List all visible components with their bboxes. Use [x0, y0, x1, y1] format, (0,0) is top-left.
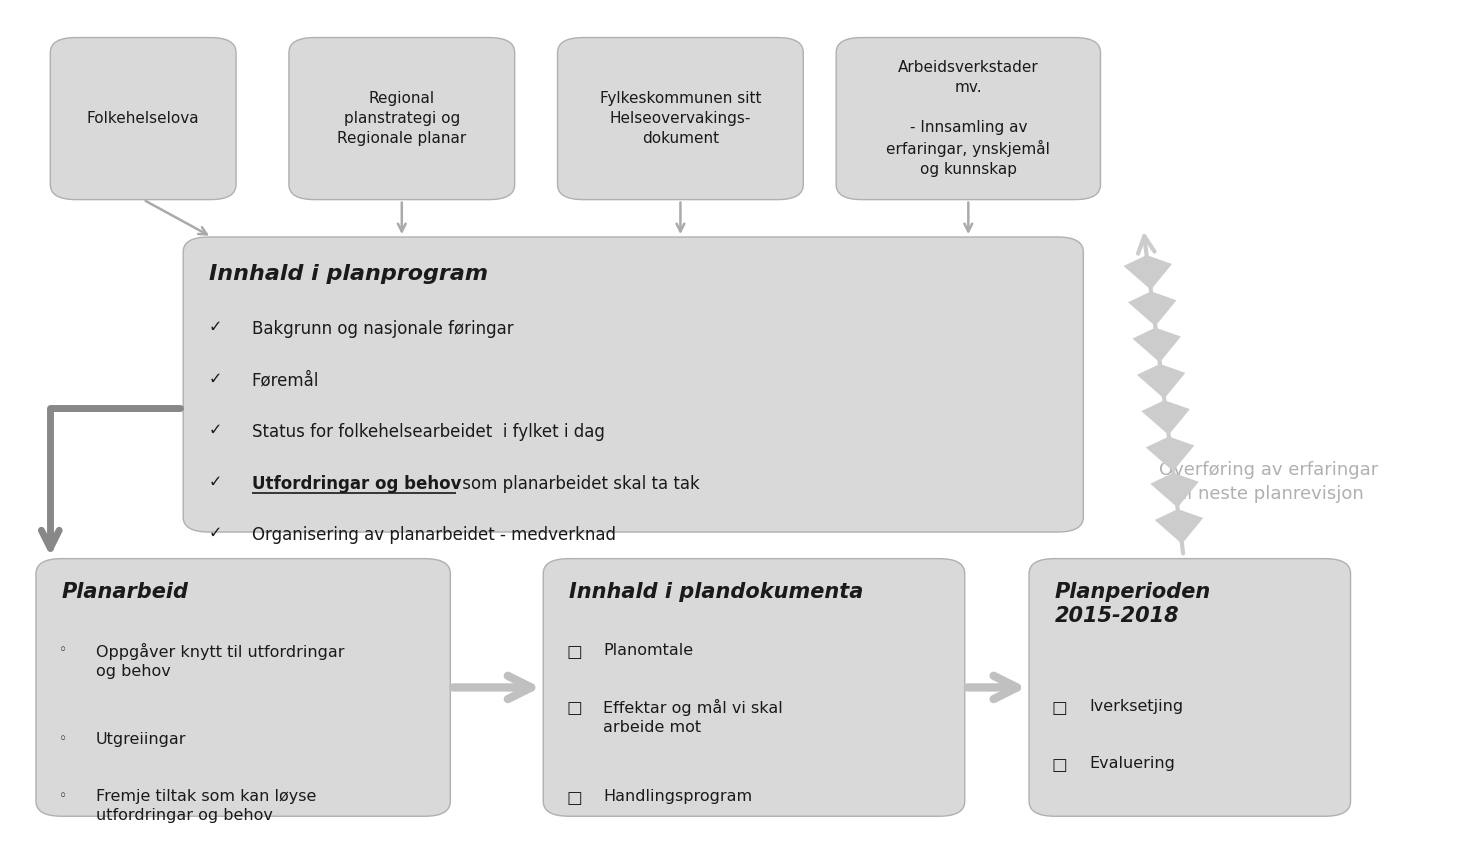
Text: Planomtale: Planomtale — [604, 643, 694, 657]
Text: som planarbeidet skal ta tak: som planarbeidet skal ta tak — [456, 475, 700, 493]
Text: Fremje tiltak som kan løyse
utfordringar og behov: Fremje tiltak som kan løyse utfordringar… — [96, 789, 316, 823]
FancyBboxPatch shape — [36, 559, 451, 817]
Text: Handlingsprogram: Handlingsprogram — [604, 789, 752, 804]
Text: Regional
planstrategi og
Regionale planar: Regional planstrategi og Regionale plana… — [337, 92, 467, 146]
FancyBboxPatch shape — [1029, 559, 1350, 817]
Text: Oppgåver knytt til utfordringar
og behov: Oppgåver knytt til utfordringar og behov — [96, 643, 344, 678]
FancyBboxPatch shape — [50, 37, 236, 199]
Text: ◦: ◦ — [58, 733, 67, 746]
FancyBboxPatch shape — [557, 37, 803, 199]
Text: Planperioden
2015-2018: Planperioden 2015-2018 — [1054, 582, 1212, 626]
Text: Evaluering: Evaluering — [1089, 756, 1175, 771]
Text: Utgreiingar: Utgreiingar — [96, 733, 187, 747]
Polygon shape — [1137, 364, 1185, 399]
Text: □: □ — [1051, 756, 1067, 773]
Text: Innhald i planprogram: Innhald i planprogram — [208, 264, 488, 283]
FancyBboxPatch shape — [289, 37, 515, 199]
Polygon shape — [1128, 292, 1177, 326]
Text: □: □ — [566, 699, 582, 717]
FancyBboxPatch shape — [544, 559, 965, 817]
FancyBboxPatch shape — [184, 237, 1083, 532]
Polygon shape — [1155, 509, 1203, 544]
Text: ◦: ◦ — [58, 643, 67, 656]
Text: Bakgrunn og nasjonale føringar: Bakgrunn og nasjonale føringar — [252, 321, 513, 338]
Text: Innhald i plandokumenta: Innhald i plandokumenta — [569, 582, 863, 602]
Polygon shape — [1124, 255, 1172, 290]
Text: □: □ — [566, 643, 582, 661]
Polygon shape — [1133, 327, 1181, 362]
Text: ✓: ✓ — [208, 527, 222, 541]
Text: Status for folkehelsearbeidet  i fylket i dag: Status for folkehelsearbeidet i fylket i… — [252, 423, 605, 441]
Text: Iverksetjing: Iverksetjing — [1089, 699, 1184, 714]
Text: □: □ — [566, 789, 582, 806]
Text: Utfordringar og behov: Utfordringar og behov — [252, 475, 461, 493]
Text: Føremål: Føremål — [252, 371, 319, 389]
Text: Organisering av planarbeidet - medverknad: Organisering av planarbeidet - medverkna… — [252, 527, 615, 544]
Text: ✓: ✓ — [208, 371, 222, 387]
Text: Planarbeid: Planarbeid — [61, 582, 188, 602]
Text: □: □ — [1051, 699, 1067, 717]
FancyBboxPatch shape — [837, 37, 1101, 199]
Text: Overføring av erfaringar
til neste planrevisjon: Overføring av erfaringar til neste planr… — [1159, 461, 1379, 503]
Text: ✓: ✓ — [208, 321, 222, 335]
Text: Effektar og mål vi skal
arbeide mot: Effektar og mål vi skal arbeide mot — [604, 699, 783, 735]
Text: Folkehelselova: Folkehelselova — [87, 111, 200, 126]
Polygon shape — [1146, 437, 1194, 471]
Text: Fylkeskommunen sitt
Helseovervakings-
dokument: Fylkeskommunen sitt Helseovervakings- do… — [599, 92, 761, 146]
Polygon shape — [1142, 400, 1190, 435]
Text: ✓: ✓ — [208, 475, 222, 489]
Text: ✓: ✓ — [208, 423, 222, 438]
Polygon shape — [1150, 473, 1198, 508]
Text: ◦: ◦ — [58, 789, 67, 803]
Text: Arbeidsverkstader
mv.

- Innsamling av
erfaringar, ynskjemål
og kunnskap: Arbeidsverkstader mv. - Innsamling av er… — [886, 60, 1050, 177]
